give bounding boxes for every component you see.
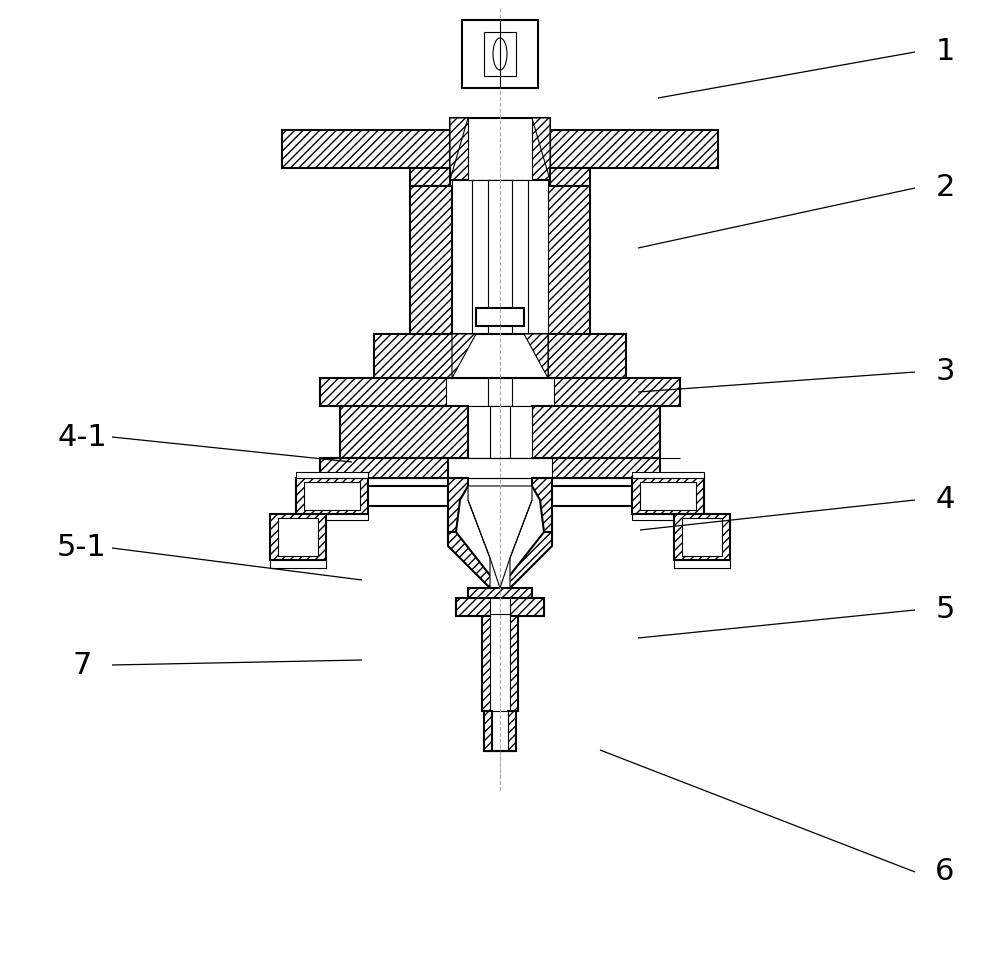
Polygon shape xyxy=(550,168,590,186)
Polygon shape xyxy=(296,478,368,514)
Text: 4-1: 4-1 xyxy=(57,422,107,451)
Polygon shape xyxy=(452,334,548,378)
Polygon shape xyxy=(532,406,660,458)
Polygon shape xyxy=(448,478,468,532)
Text: 5-1: 5-1 xyxy=(57,534,107,563)
Polygon shape xyxy=(482,616,518,711)
Polygon shape xyxy=(632,478,704,514)
Polygon shape xyxy=(374,334,626,378)
Text: 5: 5 xyxy=(935,595,955,625)
Polygon shape xyxy=(632,472,704,478)
Polygon shape xyxy=(524,334,548,378)
Polygon shape xyxy=(472,180,528,334)
Polygon shape xyxy=(640,482,696,510)
Polygon shape xyxy=(450,118,550,180)
Polygon shape xyxy=(484,32,516,76)
Polygon shape xyxy=(674,514,730,560)
Text: 7: 7 xyxy=(72,651,92,680)
Polygon shape xyxy=(468,486,532,588)
Polygon shape xyxy=(278,518,318,556)
Polygon shape xyxy=(456,598,544,616)
Polygon shape xyxy=(490,406,510,458)
Polygon shape xyxy=(632,514,704,520)
Polygon shape xyxy=(468,588,532,598)
Text: 4: 4 xyxy=(935,486,955,515)
Polygon shape xyxy=(448,458,552,478)
Polygon shape xyxy=(304,482,360,510)
Polygon shape xyxy=(446,378,554,406)
Text: 3: 3 xyxy=(935,357,955,387)
Polygon shape xyxy=(532,478,552,532)
Polygon shape xyxy=(492,711,508,751)
Polygon shape xyxy=(550,130,718,168)
Polygon shape xyxy=(320,378,680,406)
Polygon shape xyxy=(490,614,510,714)
Polygon shape xyxy=(488,378,512,406)
Polygon shape xyxy=(410,186,452,334)
Polygon shape xyxy=(462,20,538,88)
Polygon shape xyxy=(532,458,660,478)
Polygon shape xyxy=(448,532,552,598)
Polygon shape xyxy=(320,458,448,478)
Polygon shape xyxy=(508,711,516,751)
Polygon shape xyxy=(476,308,524,326)
Polygon shape xyxy=(468,118,532,180)
Text: 1: 1 xyxy=(935,37,955,66)
Polygon shape xyxy=(270,514,326,560)
Polygon shape xyxy=(450,118,468,180)
Polygon shape xyxy=(488,180,512,334)
Polygon shape xyxy=(468,406,532,458)
Text: 6: 6 xyxy=(935,857,955,886)
Polygon shape xyxy=(682,518,722,556)
Polygon shape xyxy=(340,406,468,458)
Polygon shape xyxy=(296,514,368,520)
Text: 2: 2 xyxy=(935,174,955,203)
Polygon shape xyxy=(452,180,548,334)
Polygon shape xyxy=(674,560,730,568)
Polygon shape xyxy=(484,711,492,751)
Polygon shape xyxy=(452,334,476,378)
Polygon shape xyxy=(282,130,450,168)
Polygon shape xyxy=(490,598,510,616)
Polygon shape xyxy=(548,186,590,334)
Polygon shape xyxy=(410,168,450,186)
Polygon shape xyxy=(270,560,326,568)
Polygon shape xyxy=(532,118,550,180)
Polygon shape xyxy=(296,472,368,478)
